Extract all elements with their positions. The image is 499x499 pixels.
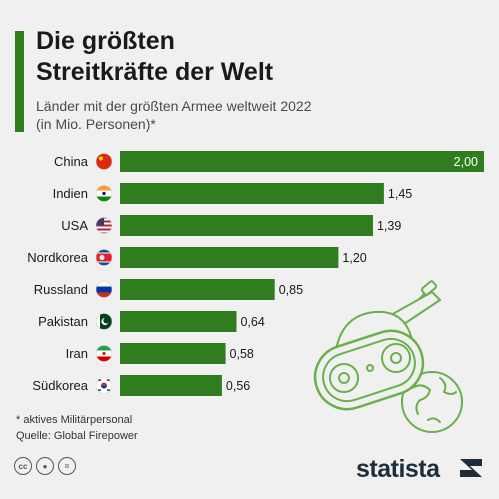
category-label: China bbox=[54, 154, 89, 169]
category-label: Pakistan bbox=[38, 314, 88, 329]
value-label: 0,64 bbox=[240, 315, 264, 329]
bar bbox=[120, 183, 384, 204]
north-korea-flag-icon bbox=[95, 249, 113, 266]
statista-logo-mark-icon bbox=[460, 459, 482, 477]
south-korea-flag-icon bbox=[95, 377, 113, 394]
attribution-icon[interactable]: ● bbox=[36, 457, 54, 475]
footnote: * aktives Militärpersonal bbox=[16, 414, 133, 426]
chart-subtitle: Länder mit der größten Armee weltweit 20… bbox=[36, 97, 311, 133]
bar bbox=[120, 279, 275, 300]
chart-title: Die größten Streitkräfte der Welt bbox=[36, 26, 273, 88]
category-label: Iran bbox=[66, 346, 88, 361]
iran-flag-icon bbox=[95, 345, 113, 362]
bar bbox=[120, 151, 484, 172]
statista-logo[interactable]: statista bbox=[356, 455, 440, 483]
chart-title-line-2: Streitkräfte der Welt bbox=[36, 58, 274, 86]
usa-flag-icon bbox=[95, 217, 113, 234]
india-flag-icon bbox=[95, 185, 113, 202]
cc-icon[interactable]: cc bbox=[14, 457, 32, 475]
category-label: Indien bbox=[53, 186, 88, 201]
title-accent-bar bbox=[15, 31, 24, 132]
china-flag-icon bbox=[95, 153, 113, 170]
pakistan-flag-icon bbox=[95, 313, 113, 330]
chart-subtitle-line-2: (in Mio. Personen)* bbox=[36, 116, 156, 132]
value-label: 2,00 bbox=[454, 155, 478, 169]
tank-illustration-icon bbox=[313, 280, 463, 433]
russia-flag-icon bbox=[95, 281, 113, 298]
no-derivatives-icon[interactable]: = bbox=[58, 457, 76, 475]
value-label: 1,20 bbox=[342, 251, 366, 265]
license-icons: cc ● = bbox=[14, 456, 80, 475]
bars-group: China 2,00 Indien 1,45 USA 1,39 Nordkorea 1,20 R… bbox=[27, 151, 484, 396]
value-label: 0,58 bbox=[230, 347, 254, 361]
source-note: Quelle: Global Firepower bbox=[16, 430, 138, 442]
bar bbox=[120, 375, 222, 396]
bar bbox=[120, 311, 237, 332]
bar bbox=[120, 215, 373, 236]
bar bbox=[120, 247, 339, 268]
category-label: Nordkorea bbox=[27, 250, 88, 265]
bar bbox=[120, 343, 226, 364]
footer-notes: * aktives Militärpersonal Quelle: Global… bbox=[16, 412, 138, 444]
category-label: Russland bbox=[34, 282, 88, 297]
value-label: 0,85 bbox=[279, 283, 303, 297]
value-label: 0,56 bbox=[226, 379, 250, 393]
value-label: 1,39 bbox=[377, 219, 401, 233]
category-label: Südkorea bbox=[32, 378, 88, 393]
category-label: USA bbox=[61, 218, 88, 233]
chart-subtitle-line-1: Länder mit der größten Armee weltweit 20… bbox=[36, 98, 312, 114]
value-label: 1,45 bbox=[388, 187, 412, 201]
chart-title-line-1: Die größten bbox=[36, 27, 175, 55]
